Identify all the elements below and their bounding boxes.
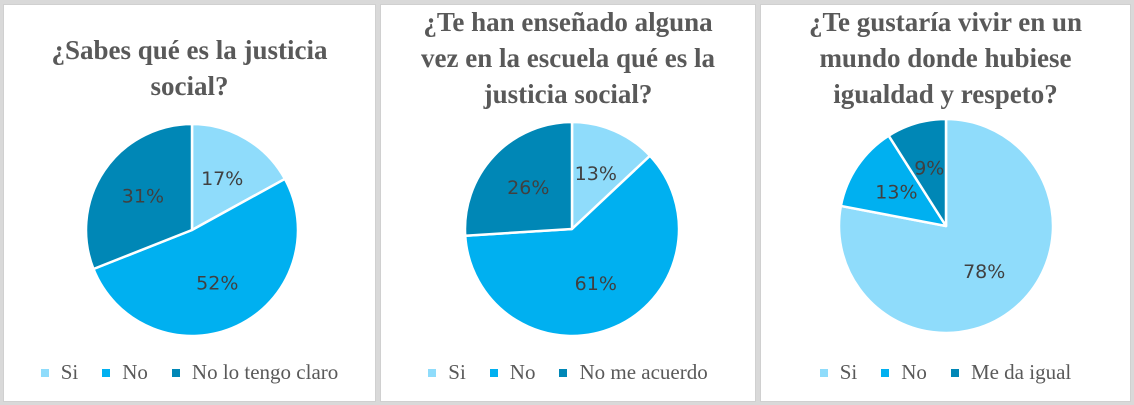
legend-item-si: Si	[428, 360, 466, 385]
legend-swatch-si	[819, 368, 828, 377]
data-label: 26%	[507, 177, 549, 199]
legend-swatch-si	[428, 368, 437, 377]
legend-item-no: No	[881, 360, 927, 385]
data-label: 61%	[575, 273, 617, 295]
legend-label: Me da igual	[970, 360, 1072, 384]
legend-swatch-third	[171, 368, 180, 377]
pie-slice-third	[887, 117, 948, 228]
legend-label: No me acuerdo	[579, 360, 708, 384]
legend-item-third: No me acuerdo	[559, 360, 708, 385]
legend-item-si: Si	[819, 360, 858, 385]
pie-slice-si	[570, 120, 652, 231]
pie-chart: 13% 61% 26%	[463, 120, 681, 338]
legend-label: No	[901, 360, 927, 384]
legend-item-si: Si	[40, 360, 79, 385]
legend-swatch-no	[102, 368, 111, 377]
legend: Si No Me da igual	[761, 360, 1130, 385]
legend-swatch-no	[489, 368, 498, 377]
data-label: 31%	[122, 186, 164, 208]
pie-chart: 17% 52% 31%	[84, 122, 300, 338]
legend: Si No No lo tengo claro	[4, 360, 375, 385]
pie-slice-third	[463, 120, 574, 237]
data-label: 13%	[575, 163, 617, 185]
legend-item-third: No lo tengo claro	[171, 360, 339, 385]
chart-title: ¿Sabes qué es la justicia social?	[51, 35, 328, 101]
pie-slice-no	[463, 154, 681, 338]
chart-title: ¿Te han enseñado alguna vez en la escuel…	[421, 7, 715, 109]
pie-slice-no	[839, 134, 948, 228]
legend-item-no: No	[489, 360, 536, 385]
pie-chart: 78% 13%9%	[837, 117, 1055, 335]
pie-chart-panel-3: ¿Te gustaría vivir en un mundo donde hub…	[760, 4, 1131, 402]
legend-item-third: Me da igual	[950, 360, 1072, 385]
chart-title: ¿Te gustaría vivir en un mundo donde hub…	[808, 7, 1083, 109]
data-label: 13%	[875, 181, 917, 203]
pie-chart-panel-2: ¿Te han enseñado alguna vez en la escuel…	[380, 4, 756, 402]
pie-slice-third	[84, 122, 194, 271]
pie-slice-si	[190, 122, 287, 232]
legend-label: No lo tengo claro	[191, 360, 339, 384]
legend-swatch-third	[950, 368, 959, 377]
legend-swatch-si	[40, 368, 49, 377]
legend-label: Si	[839, 360, 858, 384]
legend: Si No No me acuerdo	[381, 360, 755, 385]
legend-label: No	[509, 360, 536, 384]
legend-label: Si	[448, 360, 466, 384]
legend-label: No	[122, 360, 148, 384]
data-label: 78%	[963, 261, 1005, 283]
legend-swatch-no	[881, 368, 890, 377]
data-label: 52%	[196, 273, 238, 295]
pie-slice-si	[837, 117, 1055, 335]
data-label: 17%	[201, 168, 243, 190]
legend-item-no: No	[102, 360, 148, 385]
data-label: 9%	[914, 158, 944, 180]
pie-slice-no	[92, 177, 300, 338]
pie-chart-panel-1: ¿Sabes qué es la justicia social? 17% 52%…	[3, 4, 376, 402]
legend-label: Si	[60, 360, 79, 384]
legend-swatch-third	[559, 368, 568, 377]
